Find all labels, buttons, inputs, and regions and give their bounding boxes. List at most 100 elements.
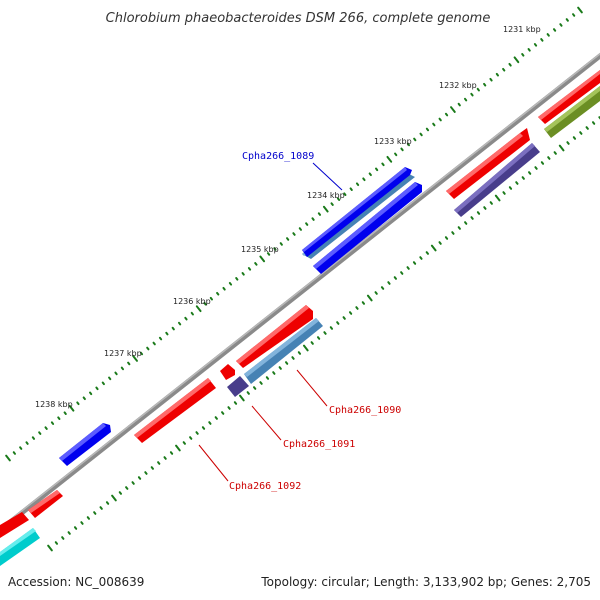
outer-tick	[425, 127, 430, 132]
outer-tick	[349, 187, 353, 191]
gene-outer-blue-1[interactable]	[59, 423, 111, 466]
outer-tick	[540, 38, 544, 42]
outer-tick	[146, 346, 150, 351]
inner-tick	[144, 471, 148, 475]
inner-tick	[227, 406, 231, 410]
outer-tick	[241, 272, 245, 276]
outer-tick-ring	[5, 6, 583, 462]
outer-tick	[362, 177, 366, 182]
inner-tick	[457, 226, 461, 230]
outer-tick	[533, 43, 538, 47]
outer-tick	[152, 341, 156, 346]
inner-tick	[118, 491, 122, 495]
outer-tick	[101, 381, 105, 386]
outer-tick	[502, 67, 506, 72]
gene-outer-red-5[interactable]	[28, 490, 63, 518]
outer-tick	[559, 23, 563, 27]
outer-tick	[521, 53, 525, 57]
inner-tick	[182, 441, 186, 445]
inner-tick	[591, 121, 596, 125]
gene-outer-red-3[interactable]	[236, 305, 313, 368]
outer-tick	[57, 416, 61, 420]
inner-tick	[515, 181, 519, 185]
gene-inner-blue-1[interactable]	[313, 182, 422, 274]
inner-tick	[105, 501, 110, 505]
inner-tick	[61, 536, 65, 540]
gene-cpha266-1090[interactable]	[244, 318, 323, 384]
outer-tick	[76, 401, 80, 406]
inner-tick	[93, 511, 97, 515]
outer-tick	[38, 431, 42, 435]
outer-tick	[222, 286, 226, 291]
inner-tick	[233, 401, 238, 405]
gene-label-cpha266-1092[interactable]: Cpha266_1092	[229, 481, 301, 492]
gene-outer-red-2[interactable]	[538, 70, 600, 124]
inner-tick	[566, 141, 570, 145]
inner-tick	[400, 271, 404, 275]
inner-tick	[348, 311, 353, 315]
outer-tick	[82, 396, 86, 401]
gene-cpha266-1089[interactable]	[302, 167, 412, 257]
inner-tick	[438, 241, 442, 245]
inner-tick	[291, 356, 295, 360]
outer-tick	[432, 122, 436, 127]
genome-backbone	[0, 52, 600, 534]
gene-label-cpha266-1089[interactable]: Cpha266_1089	[242, 151, 314, 162]
outer-tick	[413, 137, 417, 142]
inner-tick	[272, 371, 276, 375]
gene-inner-red-left[interactable]	[0, 512, 29, 538]
outer-tick	[483, 82, 487, 87]
inner-tick	[489, 201, 493, 205]
gene-track	[0, 70, 600, 566]
kbp-label: 1236 kbp	[173, 297, 211, 306]
inner-tick	[259, 381, 263, 385]
gene-cpha266-1091[interactable]	[227, 376, 249, 397]
callout-lines	[198, 162, 343, 482]
outer-tick	[330, 202, 334, 206]
outer-tick	[203, 301, 207, 306]
outer-tick	[476, 87, 480, 92]
inner-tick	[221, 411, 225, 415]
inner-tick	[579, 131, 583, 135]
outer-tick	[68, 404, 75, 412]
gene-outer-red-small[interactable]	[220, 364, 235, 380]
outer-tick	[419, 132, 423, 137]
inner-tick	[297, 351, 302, 355]
outer-tick	[400, 147, 404, 152]
inner-tick	[374, 291, 378, 295]
inner-tick	[476, 211, 481, 215]
inner-tick	[111, 494, 117, 502]
inner-tick	[336, 321, 340, 325]
gene-inner-navy-1[interactable]	[454, 143, 540, 217]
inner-tick	[201, 426, 206, 430]
gene-outer-red-4[interactable]	[134, 378, 216, 443]
inner-tick	[355, 306, 359, 310]
inner-tick	[157, 461, 161, 465]
inner-tick	[150, 466, 154, 470]
map-title: Chlorobium phaeobacteroides DSM 266, com…	[106, 11, 491, 26]
outer-tick	[235, 277, 239, 281]
gene-inner-olive-1[interactable]	[544, 86, 600, 138]
inner-tick	[195, 431, 199, 435]
gene-label-cpha266-1090[interactable]: Cpha266_1090	[329, 405, 401, 416]
outer-tick	[572, 13, 576, 17]
gene-inner-cyan-1[interactable]	[0, 528, 40, 566]
inner-tick	[502, 191, 506, 195]
inner-tick	[393, 276, 397, 280]
outer-tick	[89, 391, 93, 396]
inner-tick	[329, 326, 334, 330]
inner-tick	[585, 126, 589, 130]
gene-outer-red-1[interactable]	[446, 128, 530, 199]
inner-tick	[253, 386, 257, 390]
inner-tick	[189, 436, 193, 440]
outer-tick	[577, 6, 583, 14]
kbp-label: 1233 kbp	[374, 137, 412, 146]
inner-tick	[444, 236, 449, 240]
inner-tick	[316, 336, 321, 340]
gene-label-cpha266-1091[interactable]: Cpha266_1091	[283, 439, 355, 450]
inner-tick	[430, 244, 437, 252]
inner-tick	[547, 156, 551, 160]
inner-tick	[494, 194, 501, 202]
inner-tick	[419, 256, 423, 260]
